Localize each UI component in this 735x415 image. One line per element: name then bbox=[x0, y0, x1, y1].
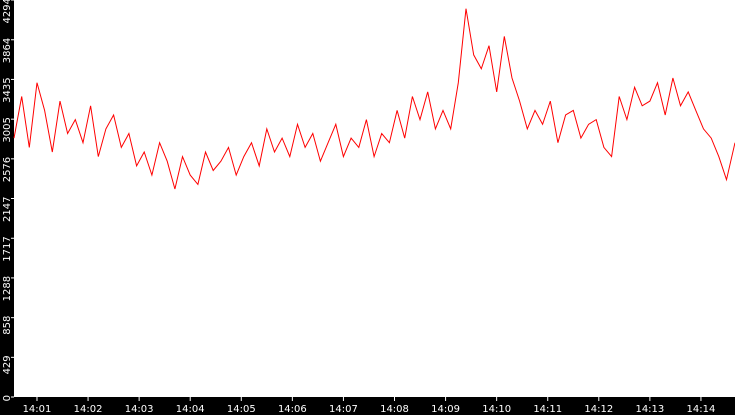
x-tick-label: 14:07 bbox=[329, 404, 358, 415]
x-axis: 14:01 14:02 14:03 14:04 14:05 14:06 14:07 14:08… bbox=[23, 397, 716, 415]
x-tick-label: 14:10 bbox=[482, 404, 511, 415]
y-tick-label: 3864 bbox=[2, 38, 13, 63]
x-tick-label: 14:12 bbox=[584, 404, 613, 415]
x-tick-label: 14:04 bbox=[176, 404, 205, 415]
y-tick-label: 3435 bbox=[2, 77, 13, 102]
data-line bbox=[13, 8, 735, 190]
x-tick-label: 14:11 bbox=[533, 404, 562, 415]
x-tick-label: 14:09 bbox=[431, 404, 460, 415]
x-tick-label: 14:08 bbox=[380, 404, 409, 415]
x-tick-label: 14:03 bbox=[125, 404, 154, 415]
y-tick-label: 429 bbox=[2, 355, 13, 374]
y-tick-label: 1717 bbox=[2, 236, 13, 261]
y-tick-label: 858 bbox=[2, 316, 13, 335]
x-tick-label: 14:01 bbox=[23, 404, 52, 415]
y-tick-label: 2147 bbox=[2, 197, 13, 222]
y-tick-label: 3005 bbox=[2, 117, 13, 142]
y-tick-label: 4294 bbox=[2, 0, 13, 23]
y-tick-label: 1288 bbox=[2, 276, 13, 301]
x-tick-label: 14:02 bbox=[74, 404, 103, 415]
y-axis: 0 429 858 1288 1717 2147 2576 3005 3435 3864 4294 bbox=[2, 0, 14, 401]
x-tick-label: 14:14 bbox=[687, 404, 716, 415]
y-tick-label: 2576 bbox=[2, 157, 13, 182]
x-tick-label: 14:13 bbox=[635, 404, 664, 415]
y-tick-label: 0 bbox=[2, 395, 13, 401]
x-tick-label: 14:05 bbox=[227, 404, 256, 415]
plot-background bbox=[14, 0, 735, 397]
x-tick-label: 14:06 bbox=[278, 404, 307, 415]
